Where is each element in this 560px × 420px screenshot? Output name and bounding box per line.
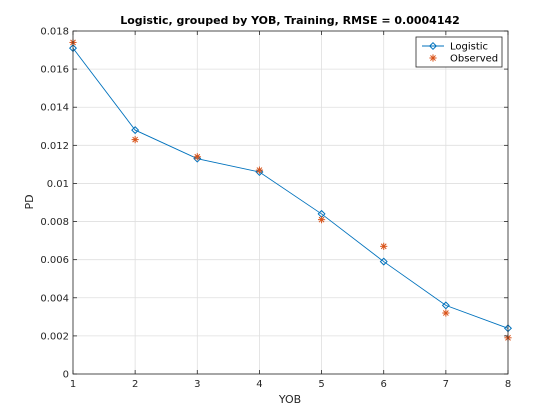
legend-observed-label: Observed (450, 54, 498, 65)
y-tick-label: 0.006 (40, 255, 69, 266)
axis-ticks: 1 2 3 4 5 6 7 8 0 0.002 0.004 0.006 0.008 0.01 0.012 0.… (40, 27, 511, 391)
legend-observed-marker (429, 54, 437, 62)
y-tick-label: 0.012 (40, 141, 69, 152)
x-tick-label: 8 (505, 379, 511, 390)
observed-marker (255, 166, 264, 174)
asterisk-stroke (442, 310, 449, 316)
plot-area (73, 31, 508, 374)
y-tick-label: 0 (63, 370, 69, 381)
x-tick-label: 3 (194, 379, 200, 390)
observed-marker (317, 216, 326, 224)
y-tick-label: 0.004 (40, 293, 69, 304)
logistic-marker (255, 168, 264, 177)
y-tick-label: 0.002 (40, 331, 69, 342)
observed-marker (442, 309, 450, 317)
logistic-marker (193, 154, 202, 163)
logistic-marker (131, 126, 140, 135)
asterisk-stroke (132, 136, 139, 143)
asterisk-stroke (318, 216, 325, 223)
y-axis-label: PD (23, 194, 36, 209)
logistic-marker (441, 301, 450, 310)
x-tick-label: 1 (70, 379, 76, 390)
legend-logistic-label: Logistic (450, 42, 488, 53)
asterisk-stroke (430, 55, 436, 61)
y-tick-label: 0.016 (40, 65, 69, 76)
y-tick-label: 0.018 (40, 27, 69, 38)
plot-border (72, 30, 509, 375)
asterisk-stroke (194, 153, 201, 160)
x-tick-label: 6 (381, 379, 387, 390)
y-tick-label: 0.008 (40, 217, 69, 228)
y-tick-label: 0.014 (40, 103, 69, 114)
x-axis-label: YOB (278, 393, 301, 406)
x-tick-label: 2 (132, 379, 138, 390)
observed-marker (380, 242, 388, 250)
observed-marker (193, 153, 201, 161)
x-tick-label: 5 (318, 379, 324, 390)
x-tick-label: 4 (256, 379, 262, 390)
asterisk-stroke (256, 167, 263, 174)
legend-box (415, 36, 503, 68)
legend-logistic-marker (428, 41, 438, 51)
logistic-marker (379, 257, 388, 266)
y-tick-label: 0.01 (47, 179, 69, 190)
observed-marker (131, 136, 139, 144)
logistic-line (72, 47, 509, 329)
asterisk-stroke (380, 243, 387, 250)
x-tick-label: 7 (443, 379, 449, 390)
chart-title: Logistic, grouped by YOB, Training, RMSE… (120, 14, 460, 27)
